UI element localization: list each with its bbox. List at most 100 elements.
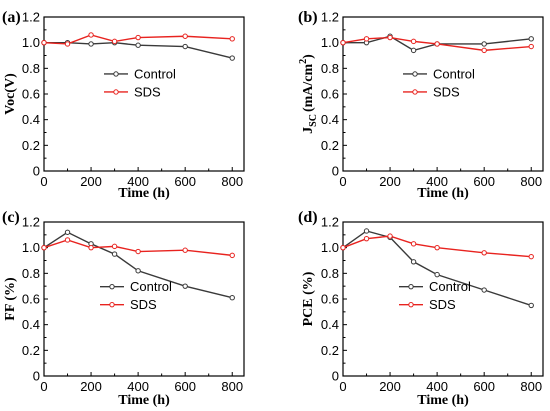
x-tick-label-a-1: 200 [80,174,102,189]
x-tick-label-b-4: 800 [520,174,542,189]
x-tick-label-a-4: 800 [221,174,243,189]
legend-marker-sds-a [113,89,119,95]
y-axis-title-d: PCE (%) [301,271,316,326]
data-point-control-d-3 [410,259,417,265]
data-point-sds-c-6 [229,252,235,259]
data-point-control-d-5 [481,287,487,293]
y-axis-title-b-sub: SC [308,114,319,127]
y-axis-title-b: JSC(mA/cm2) [298,54,319,134]
x-axis-title-a: Time (h) [118,186,170,201]
data-point-sds-b-6 [528,43,534,50]
x-tick-label-b-3: 600 [473,174,495,189]
data-point-sds-a-6 [229,36,235,42]
series-line-control-d [342,230,532,307]
y-tick-label-d-4: 0.8 [321,266,339,281]
panel-c: (c) FF (%) Time (h) 0 200 400 600 800 0 0.2 0.4… [2,209,245,408]
x-tick-label-c-2: 400 [127,379,149,394]
data-point-control-c-4 [135,268,141,274]
legend-label-control-d: Control [429,279,471,294]
data-point-control-b-6 [528,36,534,42]
data-point-sds-d-2 [387,233,393,239]
y-axis-title-b-rest: (mA/cm [301,64,316,113]
data-point-control-a-6 [229,55,235,61]
x-tick-label-c-0: 0 [40,379,47,394]
data-point-sds-b-5 [481,47,487,54]
panel-b: (b) JSC(mA/cm2) Time (h) 0 200 400 600 800 0 0… [298,9,544,201]
x-tick-label-b-0: 0 [339,174,346,189]
x-tick-label-a-0: 0 [40,174,47,189]
data-point-sds-c-2 [88,244,94,251]
x-tick-label-d-2: 400 [426,379,448,394]
data-point-sds-d-1 [363,235,370,242]
data-point-sds-a-5 [182,33,188,39]
x-tick-label-a-3: 600 [174,174,196,189]
legend-marker-control-c [109,283,115,290]
y-tick-label-b-2: 0.4 [321,112,339,127]
y-tick-label-c-2: 0.4 [22,317,40,332]
data-point-sds-d-3 [410,241,417,247]
y-tick-label-d-6: 1.2 [321,215,339,230]
data-point-sds-b-3 [410,38,417,45]
data-point-sds-d-4 [434,244,440,251]
y-tick-label-a-6: 1.2 [22,10,40,25]
legend-label-sds-c: SDS [130,297,157,312]
y-tick-label-a-2: 0.4 [22,112,40,127]
data-point-control-a-2 [88,41,94,47]
data-point-sds-b-1 [363,36,370,42]
legend-marker-sds-c [109,301,115,308]
x-tick-label-c-1: 200 [80,379,102,394]
data-point-sds-d-5 [481,250,487,256]
data-point-control-d-6 [528,302,534,309]
x-tick-label-d-0: 0 [339,379,346,394]
legend-marker-sds-d [408,301,414,308]
y-tick-label-d-3: 0.6 [321,292,339,307]
legend-marker-sds-b [412,89,418,95]
data-point-control-c-5 [182,283,188,289]
data-point-sds-d-6 [528,253,534,260]
y-tick-label-a-1: 0.2 [22,138,40,153]
y-tick-label-b-4: 0.8 [321,61,339,76]
x-axis-title-c: Time (h) [118,393,170,408]
data-point-sds-c-3 [111,243,118,250]
x-tick-label-b-2: 400 [426,174,448,189]
y-tick-label-c-3: 0.6 [22,292,40,307]
y-tick-label-a-3: 0.6 [22,87,40,102]
data-point-control-c-6 [229,295,235,301]
y-axis-title-a: Voc(V) [3,73,18,115]
y-axis-title-b-sup: 2 [298,59,309,64]
data-point-control-b-3 [410,47,417,54]
y-axis-title-b-end: ) [301,54,316,59]
data-point-sds-a-2 [88,32,94,38]
y-tick-label-c-5: 1.0 [22,240,40,255]
legend-label-sds-b: SDS [433,84,460,99]
panel-label-a: (a) [2,9,21,26]
data-point-sds-a-1 [64,41,71,47]
y-tick-label-b-0: 0 [332,164,339,179]
legend-label-sds-a: SDS [134,84,161,99]
y-tick-label-c-1: 0.2 [22,343,40,358]
x-tick-label-a-2: 400 [127,174,149,189]
panel-d: (d) PCE (%) Time (h) 0 200 400 600 800 0 0.2 0.… [298,209,544,408]
y-tick-label-b-3: 0.6 [321,87,339,102]
legend-marker-control-b [412,71,418,77]
x-tick-label-d-3: 600 [473,379,495,394]
y-tick-label-a-5: 1.0 [22,35,40,50]
y-tick-label-b-6: 1.2 [321,10,339,25]
y-tick-label-d-0: 0 [332,369,339,384]
legend-marker-control-d [408,283,414,290]
y-tick-label-c-6: 1.2 [22,215,40,230]
panel-label-b: (b) [298,9,318,26]
data-point-control-c-3 [111,251,118,257]
legend-label-sds-d: SDS [429,297,456,312]
data-point-sds-c-0 [41,244,47,251]
y-tick-label-d-5: 1.0 [321,240,339,255]
data-point-sds-c-4 [135,248,141,255]
y-tick-label-d-2: 0.4 [321,317,339,332]
legend-marker-control-a [113,71,119,77]
y-tick-label-d-1: 0.2 [321,343,339,358]
x-tick-label-c-3: 600 [174,379,196,394]
y-tick-label-c-0: 0 [33,369,40,384]
y-tick-label-a-4: 0.8 [22,61,40,76]
y-tick-label-b-1: 0.2 [321,138,339,153]
data-point-control-d-1 [363,228,370,234]
